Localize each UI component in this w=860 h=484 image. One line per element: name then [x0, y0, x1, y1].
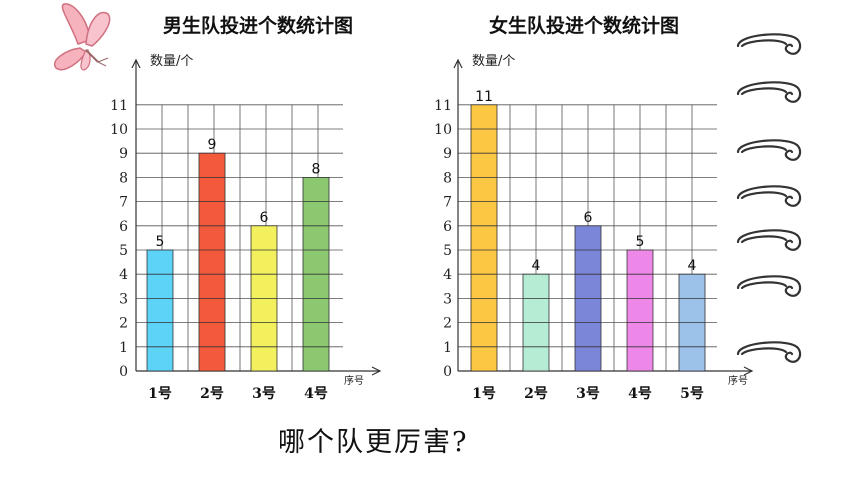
y-tick-label: 7 [443, 195, 452, 211]
question-text: 哪个队更厉害? [278, 427, 469, 458]
y-tick-label: 2 [443, 316, 452, 332]
tally-mark-icon [736, 139, 802, 161]
category-label: 5号 [680, 386, 704, 402]
bar-rect [626, 249, 654, 372]
bar: 6 [250, 210, 278, 372]
data-label: 5 [636, 234, 645, 250]
category-label: 1号 [472, 386, 496, 402]
y-tick-label: 10 [110, 122, 128, 138]
category-label: 3号 [252, 386, 276, 402]
tally-mark-icon [736, 275, 802, 297]
data-label: 6 [260, 210, 269, 226]
y-tick-label: 5 [443, 243, 452, 259]
y-tick-label: 11 [434, 98, 452, 114]
y-tick-label: 10 [434, 122, 452, 138]
y-tick-label: 8 [443, 170, 452, 186]
bar-rect [470, 104, 498, 372]
x-axis-label: 序号 [344, 374, 364, 387]
bar-rect [146, 249, 174, 372]
y-tick-label: 9 [443, 146, 452, 162]
tally-mark-icon [736, 33, 802, 55]
data-label: 4 [688, 258, 697, 274]
bar: 4 [522, 258, 550, 372]
category-label: 4号 [628, 386, 652, 402]
y-tick-label: 0 [119, 364, 128, 380]
data-label: 9 [208, 137, 217, 153]
chart-title: 女生队投进个数统计图 [489, 14, 679, 37]
tally-mark-icon [736, 341, 802, 363]
y-tick-label: 4 [119, 267, 128, 283]
tally-mark-icon [736, 185, 802, 207]
x-axis-arrow [743, 366, 754, 376]
bar: 6 [574, 210, 602, 372]
category-label: 2号 [200, 386, 224, 402]
y-tick-label: 6 [443, 219, 452, 235]
category-label: 2号 [524, 386, 548, 402]
x-axis-arrow [371, 366, 382, 376]
bar: 11 [470, 89, 498, 372]
y-axis-arrow [131, 58, 141, 69]
y-tick-label: 3 [119, 291, 128, 307]
data-label: 5 [156, 234, 165, 250]
y-tick-label: 4 [443, 267, 452, 283]
y-tick-label: 7 [119, 195, 128, 211]
bar: 5 [626, 234, 654, 372]
category-label: 3号 [576, 386, 600, 402]
chart-title: 男生队投进个数统计图 [163, 14, 353, 37]
tally-mark-icon [736, 229, 802, 251]
tally-marks [736, 33, 802, 363]
y-tick-label: 6 [119, 219, 128, 235]
butterfly-icon [53, 3, 111, 71]
bar: 9 [198, 137, 226, 372]
bar: 5 [146, 234, 174, 372]
data-label: 6 [584, 210, 593, 226]
y-tick-label: 1 [119, 340, 128, 356]
bar-rect [198, 152, 226, 372]
tally-mark-icon [736, 81, 802, 103]
y-tick-label: 11 [110, 98, 128, 114]
girls-chart: 女生队投进个数统计图 数量/个 序号 0 1 2 3 4 5 6 7 8 9 10 11 11 1号 4 2号… [434, 14, 754, 402]
y-tick-label: 0 [443, 364, 452, 380]
category-label: 4号 [304, 386, 328, 402]
category-label: 1号 [148, 386, 172, 402]
y-axis-label: 数量/个 [150, 54, 193, 69]
y-tick-label: 5 [119, 243, 128, 259]
y-tick-label: 8 [119, 170, 128, 186]
y-tick-label: 1 [443, 340, 452, 356]
data-label: 11 [475, 89, 493, 105]
data-label: 4 [532, 258, 541, 274]
y-tick-label: 2 [119, 316, 128, 332]
bar: 4 [678, 258, 706, 372]
y-tick-label: 3 [443, 291, 452, 307]
y-axis-arrow [453, 58, 463, 69]
y-axis-label: 数量/个 [472, 54, 515, 69]
boys-chart: 男生队投进个数统计图 数量/个 序号 0 1 2 3 4 5 6 7 8 9 10 11 5 1号 9 2号 6… [110, 14, 382, 402]
x-axis-label: 序号 [728, 374, 748, 387]
y-tick-label: 9 [119, 146, 128, 162]
data-label: 8 [312, 161, 321, 177]
bar: 8 [302, 161, 330, 372]
